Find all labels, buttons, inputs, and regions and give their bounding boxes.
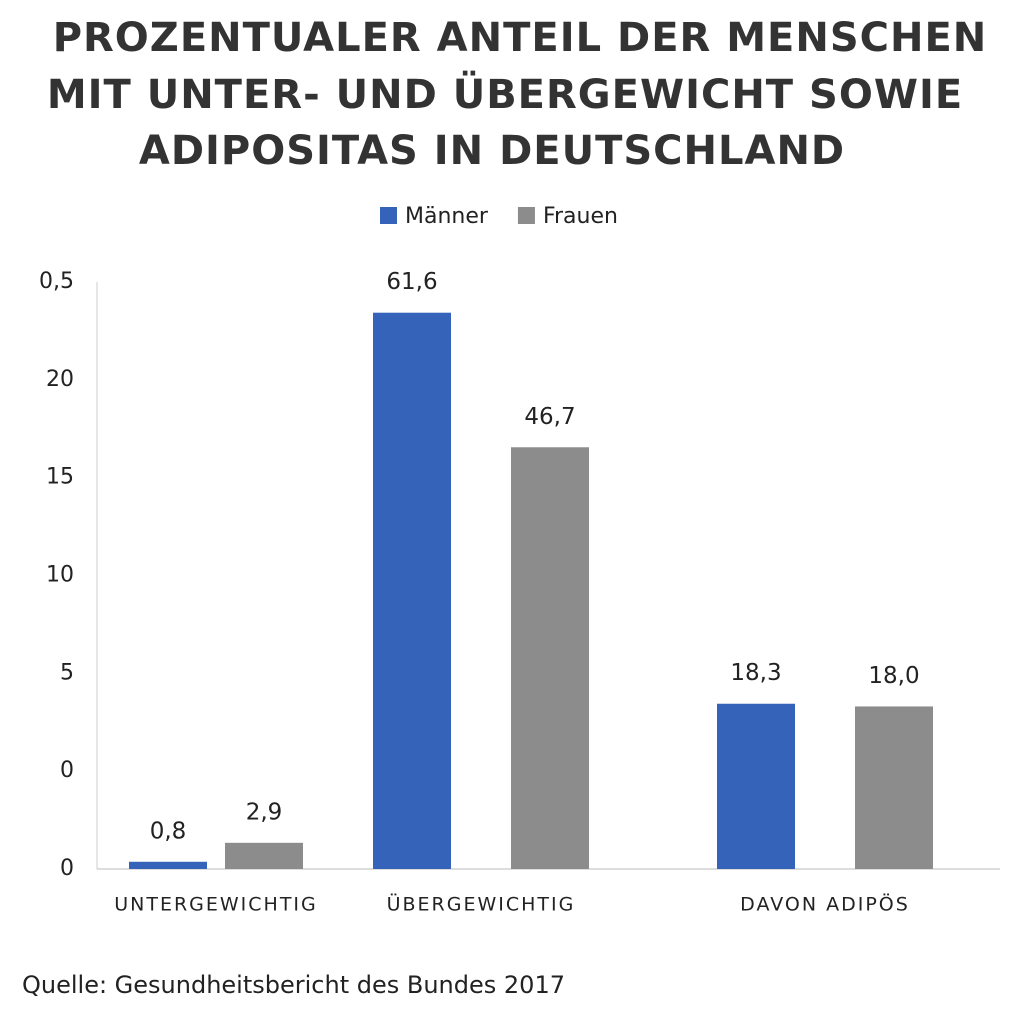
y-tick-label: 10 [46,563,74,588]
y-tick-label: 0 [60,758,74,783]
x-tick-label: DAVON ADIPÖS [740,893,910,916]
bar [225,842,303,869]
value-label: 0,8 [150,818,187,844]
y-tick-label: 15 [46,465,74,490]
y-tick-label: 20 [46,367,74,392]
bar [511,447,589,869]
chart-title: ADIPOSITAS IN DEUTSCHLAND [139,128,845,174]
y-tick-label: 0,5 [39,269,74,294]
legend-swatch [517,207,535,224]
value-label: 46,7 [524,404,575,430]
value-label: 2,9 [246,799,283,825]
chart-title: MIT UNTER- UND ÜBERGEWICHT SOWIE [47,70,963,118]
value-label: 18,0 [868,663,919,689]
bar [373,312,451,870]
source: Quelle: Gesundheitsbericht des Bundes 20… [22,971,565,999]
legend-label: Männer [405,204,489,229]
bar [855,706,933,869]
chart-title: PROZENTUALER ANTEIL DER MENSCHEN [53,15,988,61]
y-tick-label: 5 [60,660,74,685]
bar [129,861,207,869]
legend-label: Frauen [543,204,618,229]
value-label: 61,6 [386,269,437,295]
y-tick-label: 0 [60,856,74,881]
x-tick-label: UNTERGEWICHTIG [114,894,318,916]
x-tick-label: ÜBERGEWICHTIG [387,893,576,916]
bar [717,703,795,869]
value-label: 18,3 [730,660,781,686]
legend-swatch [380,207,397,224]
